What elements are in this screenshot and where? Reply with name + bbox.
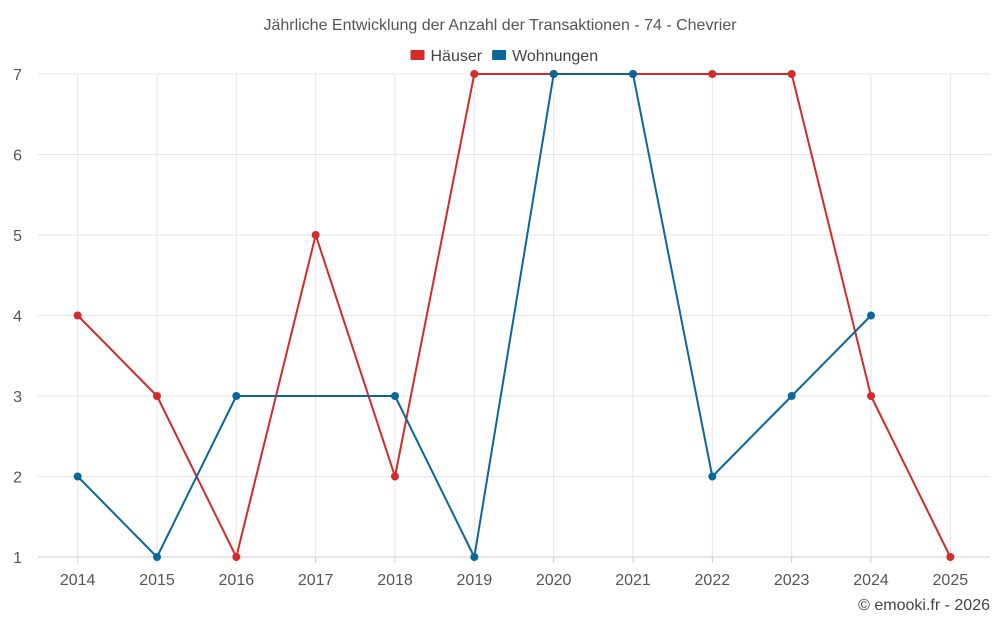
- y-tick-label: 2: [13, 470, 22, 487]
- series-line: [76, 73, 872, 558]
- data-point[interactable]: [470, 70, 479, 78]
- y-tick-label: 6: [13, 148, 22, 165]
- x-tick-label: 2019: [457, 572, 493, 589]
- data-point[interactable]: [391, 472, 399, 481]
- data-point[interactable]: [708, 70, 717, 78]
- data-point[interactable]: [73, 472, 82, 481]
- data-point[interactable]: [153, 392, 161, 400]
- series-wohnungen: [73, 70, 875, 561]
- x-tick-label: 2014: [60, 572, 96, 589]
- x-tick-label: 2022: [695, 572, 731, 589]
- legend-swatch: [410, 50, 425, 60]
- data-point[interactable]: [232, 553, 241, 561]
- legend-item-wohnungen[interactable]: Wohnungen: [492, 48, 598, 65]
- data-point[interactable]: [232, 392, 241, 400]
- data-point[interactable]: [708, 472, 717, 481]
- x-tick-label: 2021: [615, 572, 651, 589]
- x-tick-label: 2020: [536, 572, 572, 589]
- x-axis: 2014 2015 2016 2017 2018 2019 2020 2021 2022 2023…: [38, 556, 990, 589]
- data-point[interactable]: [787, 70, 796, 78]
- y-axis: 1 2 3 4 5 6 7: [13, 67, 22, 567]
- y-tick-label: 7: [13, 67, 22, 84]
- y-tick-label: 5: [13, 228, 22, 245]
- data-point[interactable]: [867, 311, 875, 320]
- legend-swatch: [492, 50, 507, 60]
- series-group: [73, 70, 955, 561]
- x-tick-label: 2025: [933, 572, 969, 589]
- data-point[interactable]: [629, 70, 637, 78]
- legend-label: Häuser: [431, 48, 483, 65]
- y-tick-label: 3: [13, 389, 22, 406]
- data-point[interactable]: [153, 553, 161, 561]
- data-point[interactable]: [867, 392, 875, 400]
- credit-text: © emooki.fr - 2026: [858, 597, 990, 614]
- data-point[interactable]: [311, 231, 320, 239]
- legend-item-häuser[interactable]: Häuser: [410, 48, 483, 65]
- x-tick-label: 2018: [377, 572, 413, 589]
- chart-title: Jährliche Entwicklung der Anzahl der Tra…: [263, 17, 737, 34]
- chart-legend[interactable]: Häuser Wohnungen: [410, 48, 599, 65]
- data-point[interactable]: [549, 70, 558, 78]
- y-tick-label: 4: [13, 309, 22, 326]
- series-line: [76, 73, 952, 558]
- x-tick-label: 2016: [219, 572, 255, 589]
- y-tick-label: 1: [13, 550, 22, 567]
- data-point[interactable]: [470, 553, 479, 561]
- x-tick-label: 2023: [774, 572, 810, 589]
- data-point[interactable]: [946, 553, 955, 561]
- legend-label: Wohnungen: [512, 48, 598, 65]
- x-tick-label: 2024: [853, 572, 889, 589]
- data-point[interactable]: [73, 311, 82, 320]
- data-point[interactable]: [787, 392, 796, 400]
- x-tick-label: 2015: [139, 572, 175, 589]
- data-point[interactable]: [391, 392, 399, 400]
- x-tick-label: 2017: [298, 572, 334, 589]
